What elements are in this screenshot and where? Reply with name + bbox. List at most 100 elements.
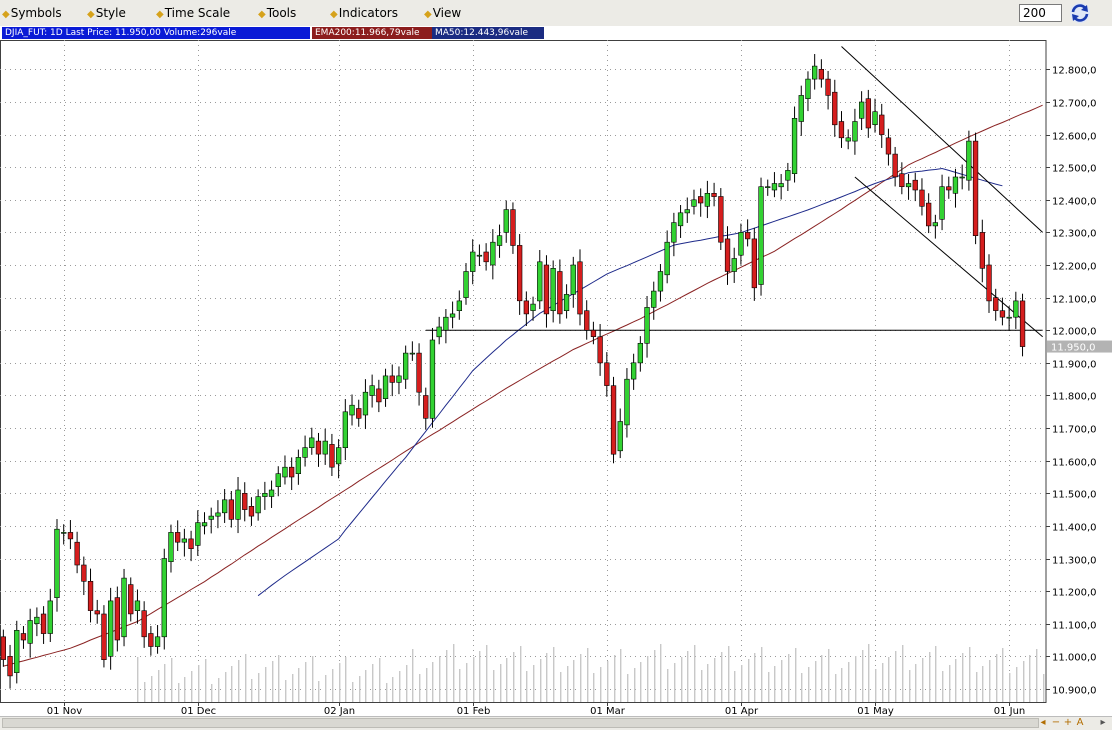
candle-up — [496, 235, 503, 246]
candle-down — [590, 329, 597, 338]
volume-bar — [821, 655, 823, 702]
menu-time-scale[interactable]: ◆Time Scale — [156, 6, 230, 20]
volume-bar — [278, 655, 280, 702]
volume-bar — [721, 652, 723, 702]
zoom-in-icon[interactable]: + — [1063, 717, 1073, 728]
y-tick-label: 12.700,0 — [1052, 99, 1097, 110]
info-bar: DJIA_FUT: 1D Last Price: 11.950,00 Volum… — [0, 26, 1112, 40]
candle-up — [34, 616, 40, 625]
volume-bar — [1016, 667, 1018, 702]
volume-bar — [841, 668, 843, 702]
volume-bar — [774, 666, 776, 702]
candle-down — [523, 300, 529, 315]
candle-down — [74, 541, 80, 566]
volume-bar — [439, 656, 441, 702]
candle-up — [161, 558, 167, 638]
volume-bar — [795, 648, 797, 702]
volume-bar — [305, 662, 307, 702]
volume-bar — [734, 671, 736, 702]
volume-bar — [781, 660, 783, 702]
volume-bar — [754, 653, 756, 702]
y-tick-label: 10.900,0 — [1052, 686, 1097, 697]
candle-up — [490, 241, 496, 266]
volume-bar — [1029, 655, 1031, 702]
volume-bar — [1023, 661, 1025, 702]
candle-up — [731, 258, 737, 272]
y-tick-label: 12.200,0 — [1052, 262, 1097, 273]
volume-bar — [868, 644, 870, 702]
candle-up — [530, 303, 536, 311]
candle-up — [235, 489, 241, 520]
volume-bar — [379, 658, 381, 702]
volume-bar — [144, 682, 146, 702]
candle-up — [872, 111, 878, 125]
candle-down — [879, 114, 885, 135]
candle-up — [811, 65, 818, 80]
volume-bar — [506, 658, 508, 702]
candle-up — [664, 241, 670, 276]
scrollbar-thumb[interactable] — [2, 718, 1039, 728]
menu-view[interactable]: ◆View — [424, 6, 461, 20]
diamond-icon: ◆ — [258, 9, 266, 20]
menu-tools[interactable]: ◆Tools — [258, 6, 296, 20]
candle-up — [201, 522, 208, 527]
x-tick-label: 01 Dec — [181, 706, 216, 716]
candle-down — [885, 137, 892, 155]
volume-bar — [627, 674, 629, 702]
x-axis: 01 Nov 01 Dec 02 Jan 01 Feb 01 Mar 01 Apr 01 M… — [47, 702, 1025, 716]
candle-up — [208, 515, 214, 520]
volume-bar — [553, 647, 555, 702]
candle-up — [463, 271, 469, 298]
candle-up — [1013, 300, 1019, 318]
candle-up — [349, 404, 355, 416]
volume-bar — [567, 666, 569, 702]
menu-symbols[interactable]: ◆Symbols — [2, 6, 62, 20]
candle-up — [684, 209, 690, 214]
volume-bar — [922, 658, 924, 702]
candle-down — [81, 564, 87, 582]
candle-up — [302, 447, 308, 458]
autoscale-icon[interactable]: A — [1076, 717, 1084, 728]
candle-down — [597, 336, 603, 364]
candle-down — [175, 532, 181, 543]
volume-bar — [372, 664, 374, 702]
corner-arrow-icon[interactable]: ▸ — [1100, 717, 1106, 728]
candle-down — [711, 193, 717, 197]
candle-down — [141, 610, 147, 638]
menu-style[interactable]: ◆Style — [87, 6, 126, 20]
volume-bar — [915, 664, 917, 702]
volume-bar — [801, 673, 803, 702]
candle-up — [108, 600, 114, 657]
refresh-icon[interactable] — [1069, 2, 1091, 24]
candle-up — [429, 339, 436, 419]
volume-bar — [768, 672, 770, 702]
zoom-out-icon[interactable]: − — [1051, 717, 1061, 728]
volume-bar — [573, 660, 575, 702]
scroll-left-icon[interactable]: ◂ — [1040, 717, 1046, 728]
candle-up — [852, 121, 858, 142]
volume-bar — [620, 649, 622, 702]
y-axis: 12.800,0 12.700,0 12.600,0 12.500,0 12.400,0… — [1046, 66, 1112, 697]
candle-up — [959, 176, 965, 179]
menu-indicators[interactable]: ◆Indicators — [330, 6, 398, 20]
last-price-marker — [1047, 340, 1112, 353]
diamond-icon: ◆ — [424, 9, 432, 20]
bars-count-input[interactable] — [1019, 4, 1062, 22]
y-tick-label: 11.700,0 — [1052, 425, 1097, 436]
volume-bar — [862, 650, 864, 702]
diamond-icon: ◆ — [156, 9, 164, 20]
volume-bar — [1009, 673, 1011, 702]
candle-down — [40, 613, 47, 634]
candle-down — [986, 264, 992, 302]
candle-up — [436, 326, 442, 338]
candle-up — [550, 268, 556, 312]
candle-up — [939, 186, 945, 220]
candle-up — [671, 222, 677, 243]
candle-up — [268, 489, 275, 497]
volume-bar — [935, 646, 937, 702]
price-chart[interactable]: 12.800,0 12.700,0 12.600,0 12.500,0 12.400,0… — [0, 40, 1112, 716]
candle-down — [724, 238, 731, 272]
menu-time-scale-label: Time Scale — [164, 6, 231, 20]
volume-bar — [285, 680, 287, 702]
volume-bar — [419, 674, 421, 702]
